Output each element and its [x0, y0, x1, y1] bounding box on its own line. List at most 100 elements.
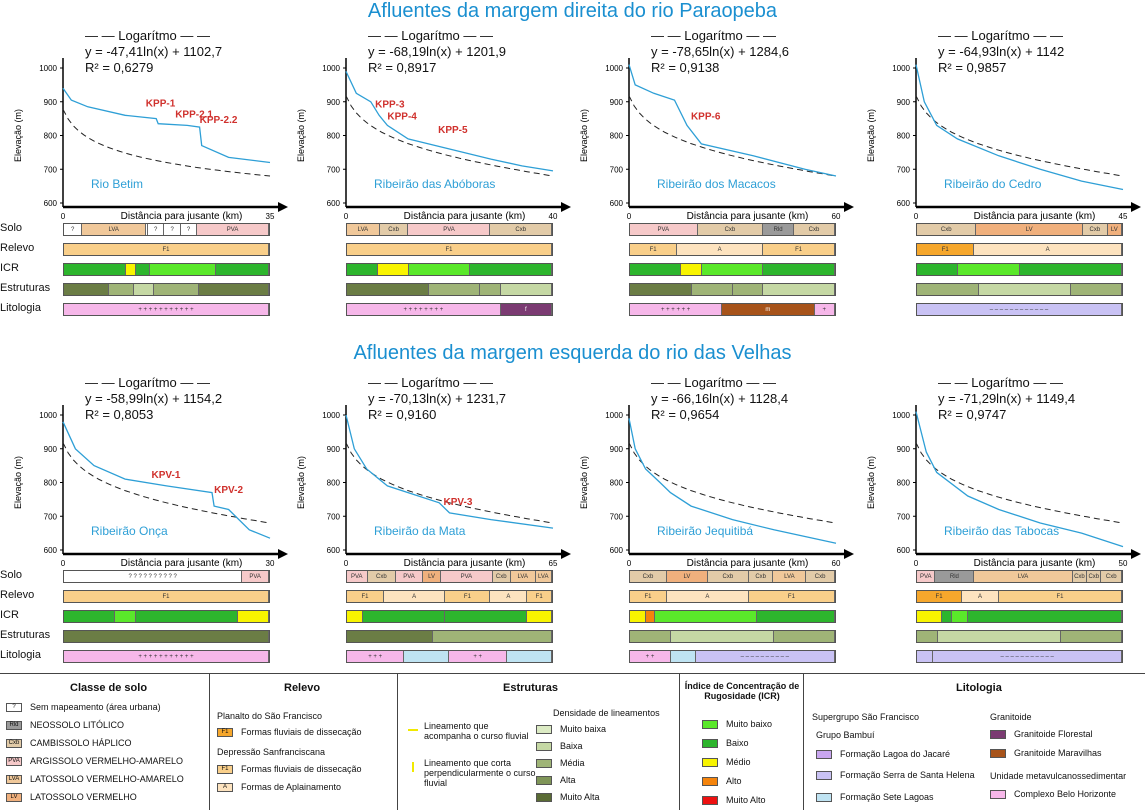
estr-segment: [347, 284, 429, 295]
legend-solo-item: PVA ARGISSOLO VERMELHO-AMARELO: [6, 756, 183, 766]
legend-solo: Classe de solo ? Sem mapeamento (área urb…: [0, 674, 210, 810]
legend-density-item: Muito baixa: [536, 724, 606, 734]
legend-swatch: [816, 770, 832, 780]
river-profile-line: [628, 64, 837, 177]
legend-lito-item: Formação Lagoa do Jacaré: [816, 749, 950, 759]
legend-item-label: Muito Alta: [560, 792, 600, 802]
river-name: Ribeirão Onça: [91, 524, 168, 538]
river-name: Ribeirão das Tabocas: [944, 524, 1059, 538]
y-tick-label: 1000: [892, 64, 910, 73]
y-tick-label: 900: [327, 98, 341, 107]
y-tick-label: 1000: [605, 64, 623, 73]
river-name: Ribeirão da Mata: [374, 524, 466, 538]
dash-icon: — —: [459, 375, 494, 390]
legend-icr-item: Muito Alto: [702, 795, 766, 805]
relevo-segment: F1: [64, 591, 269, 602]
x-axis-arrow-icon: [278, 202, 288, 212]
regression-equation: y = -64,93ln(x) + 1142: [938, 44, 1065, 59]
knickpoint-label: KPP-2.2: [200, 115, 238, 126]
icr-segment: [135, 264, 151, 275]
legend-item-label: Sem mapeamento (área urbana): [30, 702, 161, 712]
icr-segment: [763, 264, 835, 275]
solo-segment: LV: [1107, 224, 1122, 235]
dash-icon: — —: [1029, 375, 1064, 390]
legend-density-item: Baixa: [536, 741, 583, 751]
x-axis-arrow-icon: [561, 202, 571, 212]
estr-segment: [429, 284, 481, 295]
y-tick-label: 600: [327, 199, 341, 208]
legend-estruturas: Estruturas Densidade de lineamentos Line…: [398, 674, 680, 810]
legend-item-label: Granitoide Florestal: [1014, 729, 1093, 739]
legend-item-label: Alta: [560, 775, 576, 785]
icr-bar: [629, 610, 836, 623]
solo-segment: ?: [64, 224, 83, 235]
legend-icr-item: Muito baixo: [702, 719, 772, 729]
legend-swatch: [816, 749, 832, 759]
solo-segment: Rld: [935, 571, 975, 582]
y-tick-label: 900: [610, 98, 624, 107]
relevo-segment: F1: [748, 591, 835, 602]
icr-segment: [941, 611, 952, 622]
y-axis-label: Elevação (m): [866, 109, 876, 162]
logarithmic-fit-curve: [62, 442, 271, 524]
equation-block: y = -64,93ln(x) + 1142 R² = 0,9857: [938, 44, 1064, 76]
y-tick-label: 800: [610, 479, 624, 488]
estr-bar: [629, 630, 836, 643]
y-tick-label: 700: [897, 512, 911, 521]
legend-swatch: [816, 792, 832, 802]
dash-icon: — —: [85, 28, 119, 43]
log-legend-label: Logarítmo: [118, 375, 177, 390]
lito-segment: – – – – – – – – – –: [695, 651, 835, 662]
legend-swatch: [536, 792, 552, 802]
icr-segment: [64, 611, 116, 622]
y-tick-label: 900: [44, 445, 58, 454]
icr-segment: [646, 611, 655, 622]
estr-segment: [64, 631, 269, 642]
x-tick-label: 30: [266, 559, 275, 568]
dash-icon: — —: [742, 28, 777, 43]
lito-bar: + + + + + + + + + + +: [63, 303, 270, 316]
logarithmic-fit-curve: [345, 95, 554, 177]
equation-block: y = -58,99ln(x) + 1154,2 R² = 0,8053: [85, 391, 222, 423]
legend-icr-title: Índice de Concentração de Rugosidade (IC…: [684, 681, 800, 701]
lito-segment: +: [814, 304, 835, 315]
regression-equation: y = -70,13ln(x) + 1231,7: [368, 391, 507, 406]
solo-segment: PVA: [408, 224, 491, 235]
dash-icon: — —: [85, 375, 119, 390]
equation-block: y = -78,65ln(x) + 1284,6 R² = 0,9138: [651, 44, 789, 76]
logarithmic-fit-curve: [628, 95, 837, 177]
estr-segment: [433, 631, 552, 642]
lito-bar: + + + + + + + + + + +: [63, 650, 270, 663]
lineament-parallel-icon: [408, 729, 418, 731]
row-label-lito: Litologia: [0, 649, 41, 661]
lito-segment: + + + + + + + + + + +: [64, 651, 269, 662]
solo-segment: Cxb: [379, 224, 409, 235]
legend-item-label: Formação Serra de Santa Helena: [840, 770, 975, 780]
log-legend-label: Logarítmo: [401, 375, 460, 390]
lito-segment: – – – – – – – – – – –: [933, 651, 1122, 662]
river-name: Ribeirão das Abóboras: [374, 177, 495, 191]
solo-bar: ? LVA??? PVA: [63, 223, 270, 236]
icr-segment: [377, 264, 409, 275]
solo-segment: LVA: [535, 571, 552, 582]
legend-solo-item: LV LATOSSOLO VERMELHO: [6, 792, 137, 802]
x-axis-label: Distância para jusante (km): [974, 558, 1096, 569]
row-label-icr: ICR: [0, 262, 19, 274]
legend-lito-group3: Granitoide: [990, 712, 1032, 722]
lineament-perpendicular-icon: [412, 762, 414, 772]
x-axis-label: Distância para jusante (km): [121, 558, 243, 569]
solo-bar: PVA Rld LVA Cxb Cxb Cxb: [916, 570, 1123, 583]
x-axis-arrow-icon: [561, 549, 571, 559]
solo-segment: Cxb: [1083, 224, 1108, 235]
x-axis-label: Distância para jusante (km): [404, 558, 526, 569]
estr-bar: [916, 283, 1123, 296]
solo-bar: Cxb LV Cxb Cxb LVA Cxb: [629, 570, 836, 583]
legend-swatch: [702, 738, 718, 748]
y-tick-label: 700: [327, 165, 341, 174]
log-legend-label: Logarítmo: [118, 28, 177, 43]
solo-segment: Cxb: [917, 224, 977, 235]
icr-segment: [917, 611, 942, 622]
y-tick-label: 600: [44, 546, 58, 555]
row-label-estr: Estruturas: [0, 629, 51, 641]
y-axis-label: Elevação (m): [579, 456, 589, 509]
